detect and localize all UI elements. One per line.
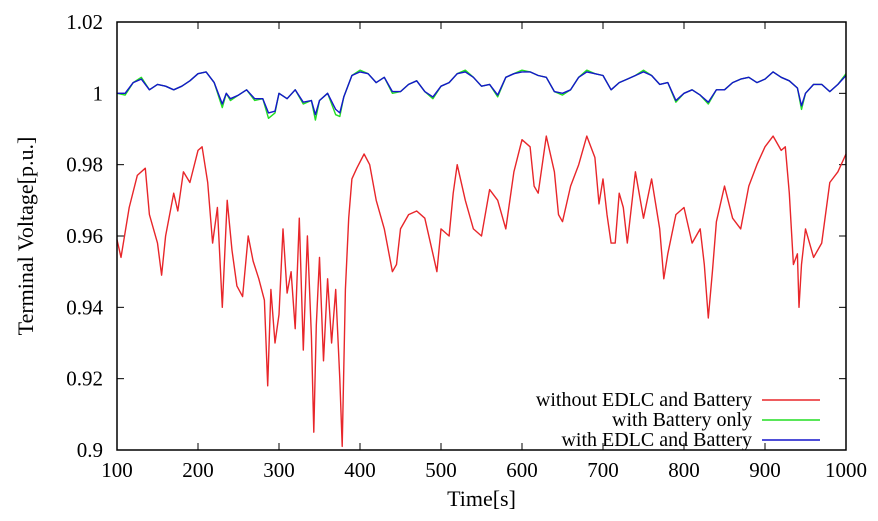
legend-label-1: with Battery only: [612, 409, 752, 431]
y-tick-label: 0.96: [66, 224, 103, 248]
x-tick-label: 800: [668, 458, 700, 482]
y-tick-label: 0.94: [66, 295, 103, 319]
plot-frame: [116, 21, 847, 451]
series-lines: [116, 69, 847, 448]
y-tick-label: 1.02: [66, 10, 103, 34]
x-tick-label: 1000: [825, 458, 867, 482]
x-axis-label: Time[s]: [447, 486, 516, 511]
x-tick-label: 100: [101, 458, 133, 482]
y-tick-label: 0.9: [77, 438, 103, 462]
x-tick-label: 500: [425, 458, 457, 482]
x-tick-label: 600: [506, 458, 538, 482]
x-tick-label: 700: [587, 458, 619, 482]
legend-label-0: without EDLC and Battery: [536, 389, 752, 411]
axis-ticks: 100 200 300 400 500 600 700 800 900 1000 0.9 0.92 0.…: [66, 10, 867, 482]
x-tick-label: 900: [749, 458, 781, 482]
series-line-0: [116, 135, 847, 448]
x-tick-label: 200: [182, 458, 214, 482]
legend-label-2: with EDLC and Battery: [561, 429, 752, 451]
y-tick-label: 1: [93, 81, 104, 105]
x-tick-label: 300: [263, 458, 295, 482]
x-tick-label: 400: [344, 458, 376, 482]
y-tick-label: 0.98: [66, 153, 103, 177]
y-axis-label: Terminal Voltage[p.u.]: [13, 137, 38, 336]
series-line-2: [117, 71, 847, 116]
y-tick-label: 0.92: [66, 367, 103, 391]
